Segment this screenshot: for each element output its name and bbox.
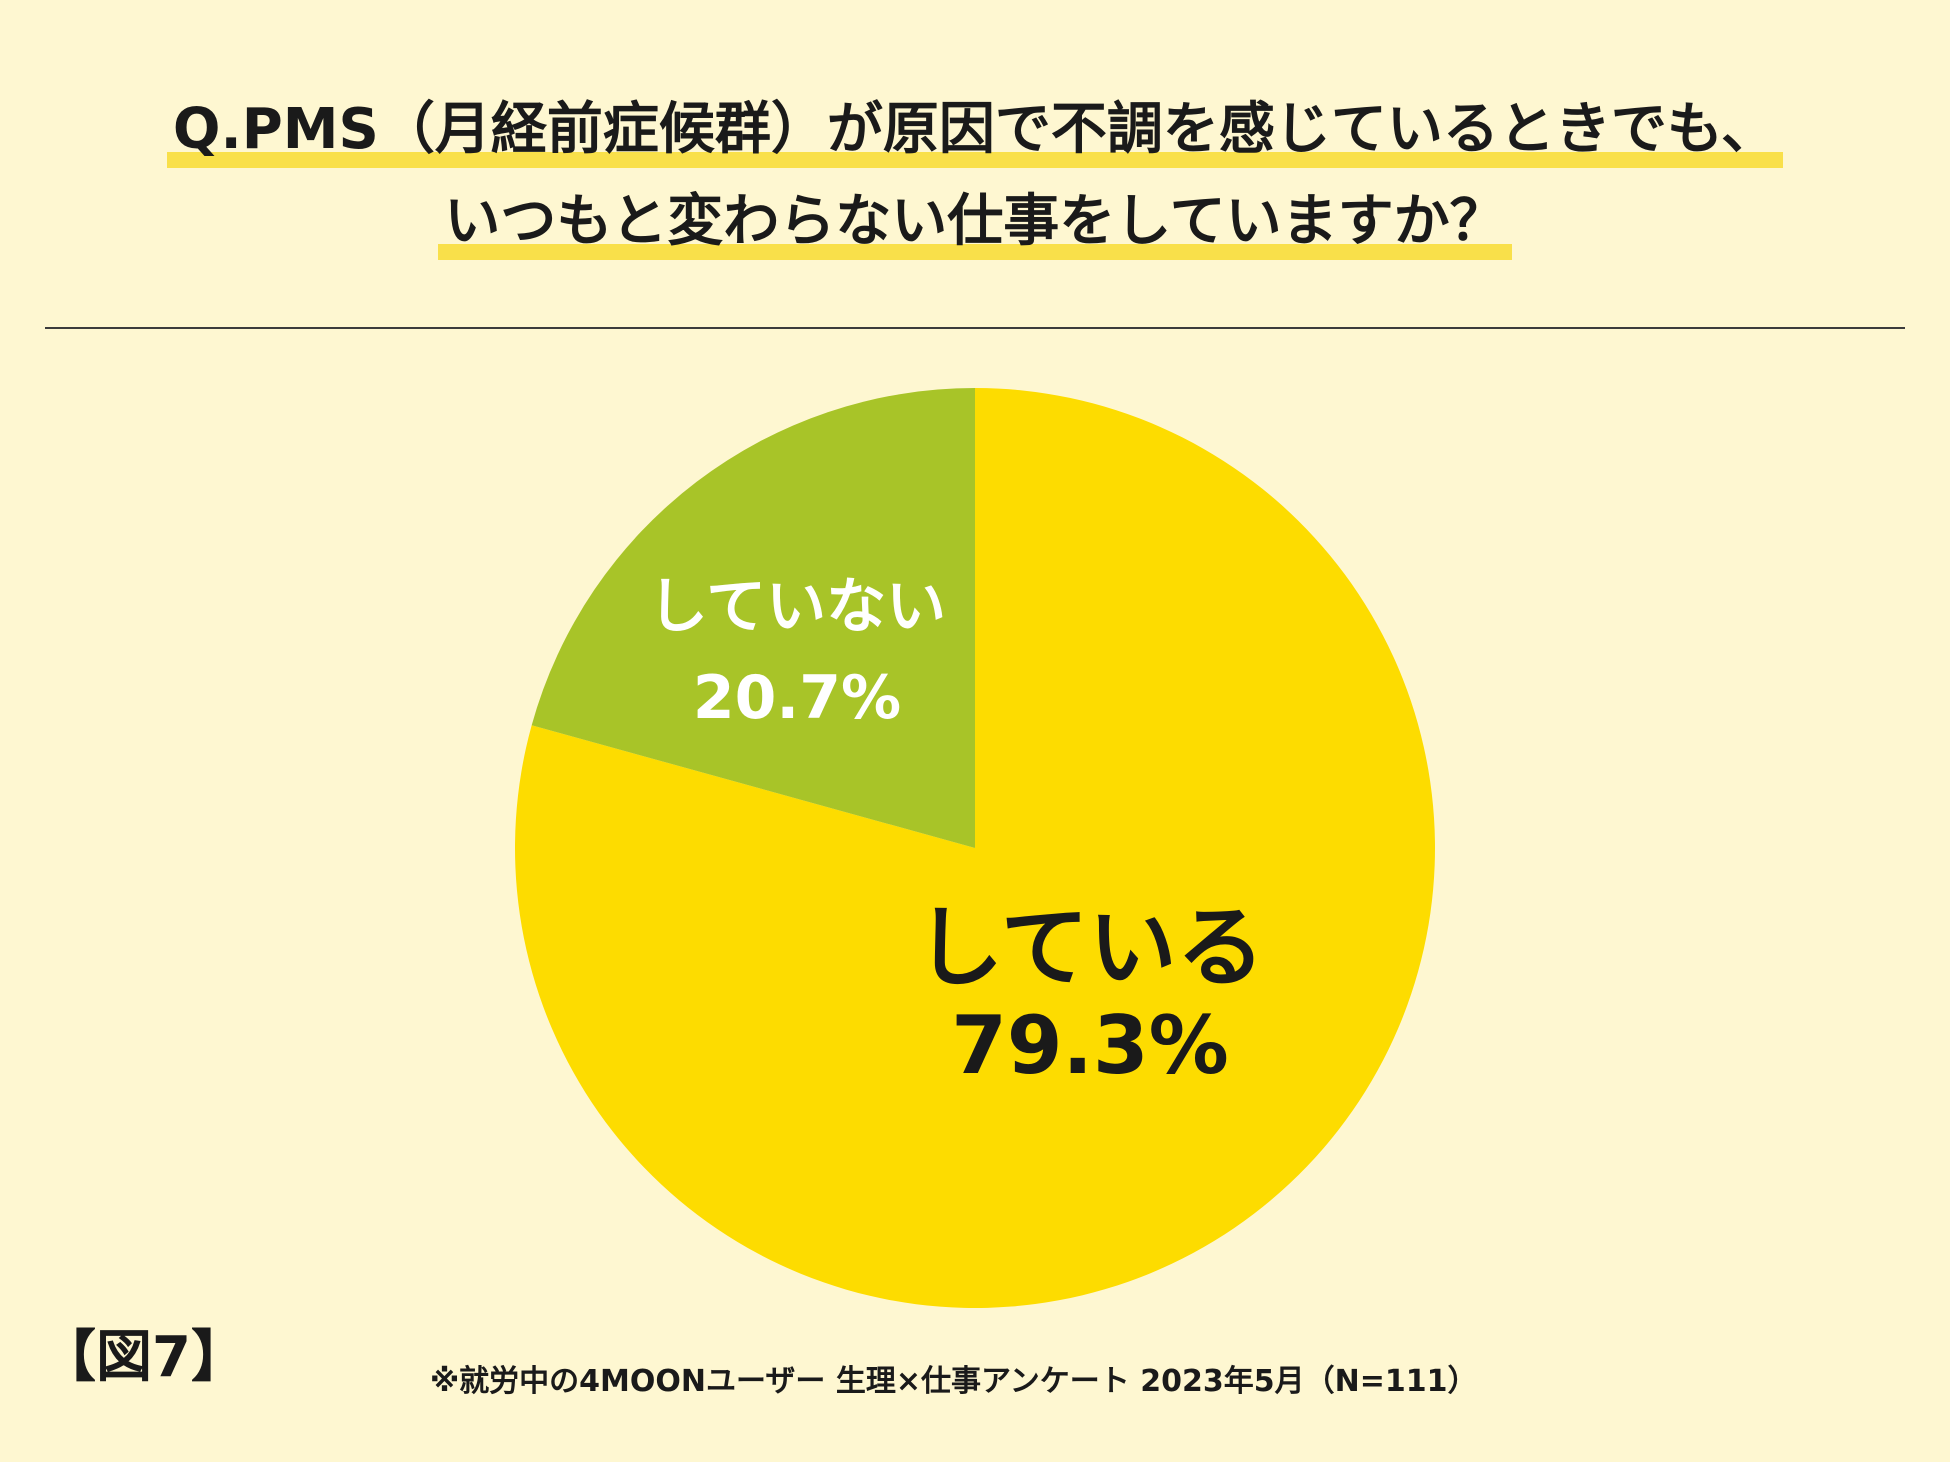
- title-highlight: Q.PMS（月経前症候群）が原因で不調を感じているときでも、: [166, 90, 1784, 170]
- slice-value-yes: 79.3%: [951, 999, 1229, 1092]
- figure-label: 【図7】: [40, 1325, 247, 1390]
- pie-slice-no: [531, 388, 975, 848]
- slice-label-no: していない: [648, 572, 946, 642]
- question-title-line1: Q.PMS（月経前症候群）が原因で不調を感じているときでも、: [0, 90, 1950, 170]
- title-highlight: いつもと変わらない仕事をしていますか？: [438, 182, 1512, 262]
- question-line1-text: Q.PMS（月経前症候群）が原因で不調を感じているときでも、: [172, 97, 1778, 162]
- source-note: ※就労中の4MOONユーザー 生理×仕事アンケート 2023年5月（N=111）: [430, 1364, 1478, 1399]
- question-title-line2: いつもと変わらない仕事をしていますか？: [0, 182, 1950, 262]
- question-line2-text: いつもと変わらない仕事をしていますか？: [444, 189, 1506, 254]
- title-divider: [45, 327, 1905, 329]
- slice-label-yes: している: [915, 896, 1264, 999]
- slice-value-no: 20.7%: [693, 663, 901, 733]
